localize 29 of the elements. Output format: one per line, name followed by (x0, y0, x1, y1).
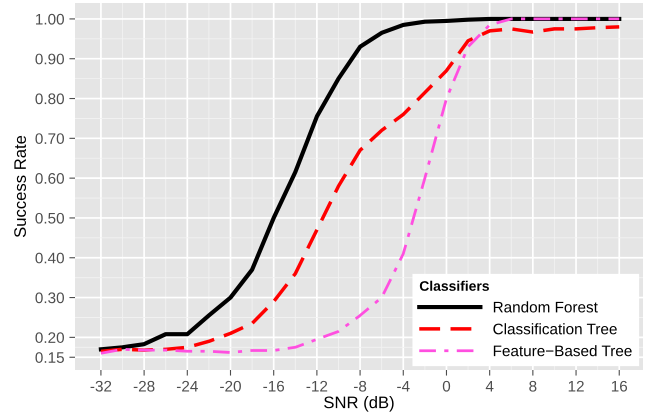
y-tick-label: 0.40 (35, 252, 64, 264)
y-tick-label: 0.50 (35, 212, 64, 224)
legend-label: Classification Tree (493, 323, 617, 334)
x-tick-label: 12 (568, 380, 584, 392)
legend-label: Feature−Based Tree (494, 345, 632, 356)
x-tick-label: -8 (354, 380, 366, 392)
y-tick-label: 1.00 (36, 14, 64, 25)
y-tick-label: 0.15 (35, 352, 64, 363)
x-tick-label: -16 (263, 380, 284, 392)
y-axis-title: Success Rate (14, 136, 26, 238)
y-tick-label: 0.80 (35, 93, 64, 104)
y-tick-label: 0.60 (35, 173, 64, 184)
x-tick-label: 16 (612, 380, 628, 392)
x-tick-label: -12 (306, 380, 328, 392)
y-tick-label: 0.20 (35, 332, 64, 344)
x-tick-label: -20 (220, 380, 241, 392)
x-axis-title: SNR (dB) (324, 396, 394, 412)
x-tick-label: -28 (134, 380, 154, 392)
x-tick-label: -4 (397, 380, 410, 392)
y-tick-label: 0.70 (35, 133, 64, 144)
y-tick-label: 0.30 (35, 292, 64, 304)
x-tick-label: 8 (529, 380, 536, 392)
x-tick-label: 4 (486, 380, 494, 392)
y-tick-label: 0.90 (35, 54, 64, 64)
legend-label: Random Forest (494, 301, 598, 313)
x-tick-label: 0 (442, 380, 450, 392)
x-tick-label: -32 (90, 380, 112, 392)
x-tick-label: -24 (176, 380, 198, 392)
legend-title: Classifiers (420, 280, 489, 291)
